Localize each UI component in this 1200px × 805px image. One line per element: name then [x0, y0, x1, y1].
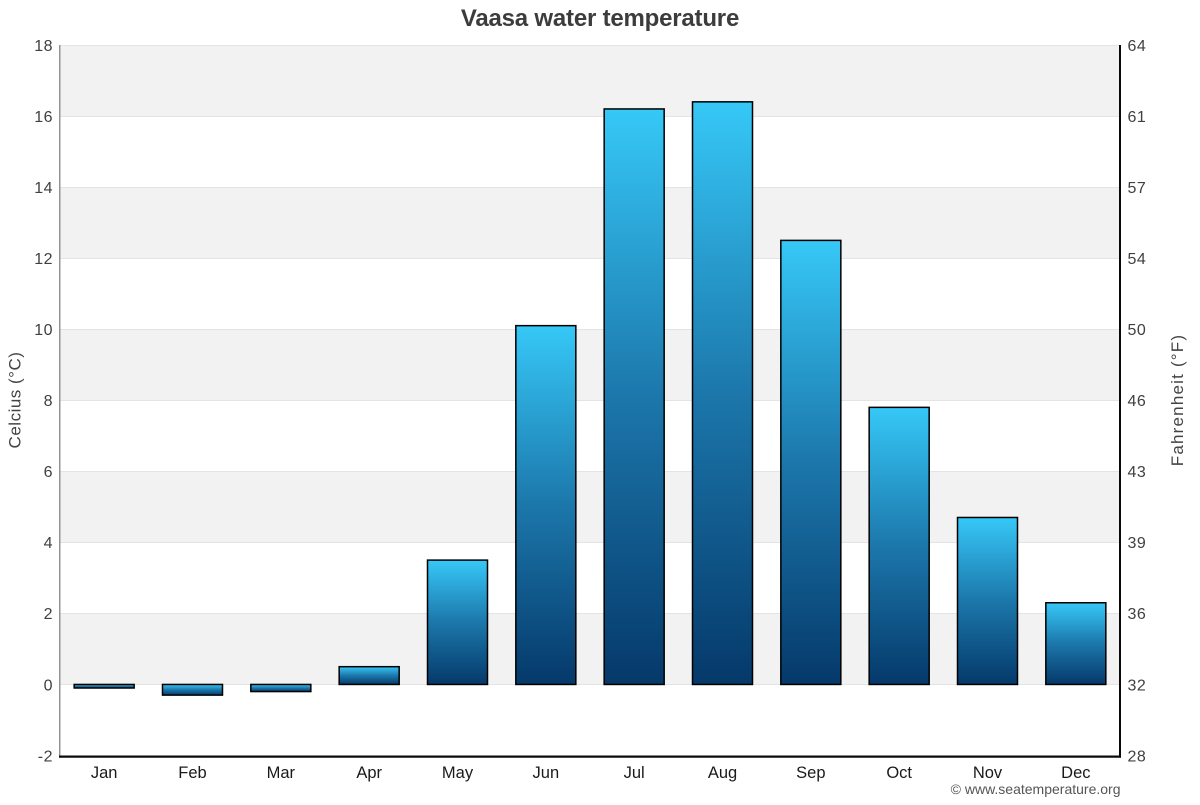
svg-text:May: May [442, 764, 474, 782]
svg-text:50: 50 [1128, 322, 1147, 339]
svg-text:Nov: Nov [973, 764, 1003, 782]
svg-text:57: 57 [1128, 180, 1147, 197]
svg-text:43: 43 [1128, 464, 1147, 481]
svg-text:14: 14 [34, 180, 53, 197]
svg-text:© www.seatemperature.org: © www.seatemperature.org [951, 781, 1121, 797]
svg-text:Sep: Sep [796, 764, 825, 782]
svg-text:32: 32 [1128, 677, 1147, 694]
svg-text:Jun: Jun [533, 764, 560, 782]
svg-text:Vaasa water temperature: Vaasa water temperature [461, 5, 739, 32]
svg-text:2: 2 [44, 606, 53, 623]
svg-text:28: 28 [1128, 748, 1147, 765]
svg-text:4: 4 [44, 535, 53, 552]
svg-text:-2: -2 [38, 748, 53, 765]
svg-text:Dec: Dec [1061, 764, 1090, 782]
svg-text:54: 54 [1128, 251, 1147, 268]
svg-text:Celcius (°C): Celcius (°C) [6, 352, 25, 449]
svg-text:64: 64 [1128, 38, 1147, 55]
svg-text:0: 0 [44, 677, 53, 694]
svg-text:Aug: Aug [708, 764, 737, 782]
svg-text:12: 12 [34, 251, 53, 268]
svg-text:Jan: Jan [91, 764, 118, 782]
svg-text:Apr: Apr [356, 764, 382, 782]
svg-text:18: 18 [34, 38, 53, 55]
svg-text:10: 10 [34, 322, 53, 339]
svg-text:Jul: Jul [624, 764, 645, 782]
svg-text:6: 6 [44, 464, 53, 481]
svg-text:16: 16 [34, 109, 53, 126]
svg-text:Feb: Feb [178, 764, 206, 782]
svg-text:Oct: Oct [886, 764, 912, 782]
svg-text:46: 46 [1128, 393, 1147, 410]
svg-text:36: 36 [1128, 606, 1147, 623]
svg-text:Fahrenheit (°F): Fahrenheit (°F) [1168, 334, 1187, 467]
svg-text:Mar: Mar [267, 764, 296, 782]
svg-text:61: 61 [1128, 109, 1147, 126]
svg-text:39: 39 [1128, 535, 1147, 552]
svg-text:8: 8 [44, 393, 53, 410]
